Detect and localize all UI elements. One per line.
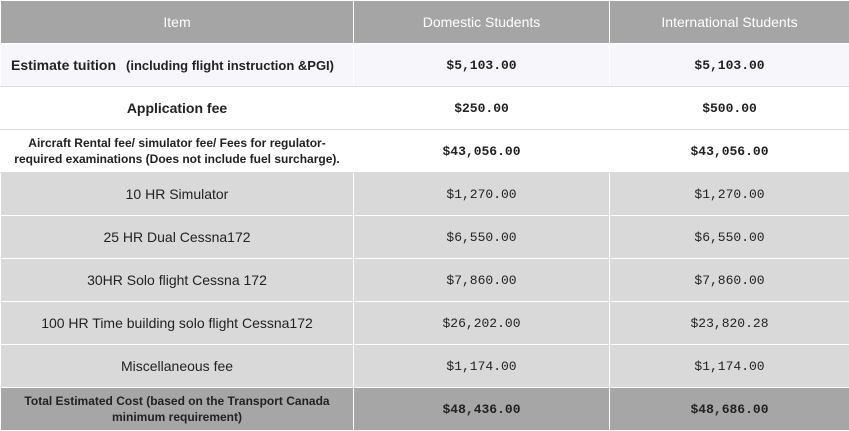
item-cell: Application fee [0, 86, 354, 130]
amount-cell: $5,103.00 [353, 43, 610, 87]
table-row: 10 HR Simulator $1,270.00 $1,270.00 [0, 172, 849, 216]
item-cell: 25 HR Dual Cessna172 [0, 215, 354, 259]
amount-cell: $43,056.00 [353, 129, 610, 173]
amount-cell: $43,056.00 [609, 129, 849, 173]
table-row: Aircraft Rental fee/ simulator fee/ Fees… [0, 129, 849, 173]
table-row: 100 HR Time building solo flight Cessna1… [0, 301, 849, 345]
header-cell: Domestic Students [353, 0, 610, 44]
table-row: Total Estimated Cost (based on the Trans… [0, 387, 849, 431]
item-cell: Total Estimated Cost (based on the Trans… [0, 387, 354, 431]
amount-cell: $500.00 [609, 86, 849, 130]
table-row: 30HR Solo flight Cessna 172 $7,860.00 $7,8… [0, 258, 849, 302]
item-cell: Aircraft Rental fee/ simulator fee/ Fees… [0, 129, 354, 173]
item-cell: 30HR Solo flight Cessna 172 [0, 258, 354, 302]
table-row: Estimate tuition (including flight instru… [0, 43, 849, 87]
item-label: Estimate tuition [11, 57, 117, 73]
item-cell: Estimate tuition (including flight instru… [0, 43, 354, 87]
amount-cell: $1,270.00 [609, 172, 849, 216]
item-note: (including flight instruction &PGI) [126, 58, 334, 73]
amount-cell: $7,860.00 [609, 258, 849, 302]
header-cell: Item [0, 0, 354, 44]
amount-cell: $7,860.00 [353, 258, 610, 302]
table-row: Miscellaneous fee $1,174.00 $1,174.00 [0, 344, 849, 388]
table-row: Application fee $250.00 $500.00 [0, 86, 849, 130]
amount-cell: $1,270.00 [353, 172, 610, 216]
item-cell: 10 HR Simulator [0, 172, 354, 216]
amount-cell: $250.00 [353, 86, 610, 130]
table-row: 25 HR Dual Cessna172 $6,550.00 $6,550.00 [0, 215, 849, 259]
amount-cell: $48,436.00 [353, 387, 610, 431]
amount-cell: $23,820.28 [609, 301, 849, 345]
amount-cell: $1,174.00 [353, 344, 610, 388]
amount-cell: $26,202.00 [353, 301, 610, 345]
header-cell: International Students [609, 0, 849, 44]
table-body: Estimate tuition (including flight instru… [0, 43, 849, 431]
item-cell: 100 HR Time building solo flight Cessna1… [0, 301, 354, 345]
amount-cell: $5,103.00 [609, 43, 849, 87]
amount-cell: $48,686.00 [609, 387, 849, 431]
amount-cell: $1,174.00 [609, 344, 849, 388]
amount-cell: $6,550.00 [609, 215, 849, 259]
header-row: Item Domestic Students International Stu… [0, 0, 849, 44]
amount-cell: $6,550.00 [353, 215, 610, 259]
item-cell: Miscellaneous fee [0, 344, 354, 388]
